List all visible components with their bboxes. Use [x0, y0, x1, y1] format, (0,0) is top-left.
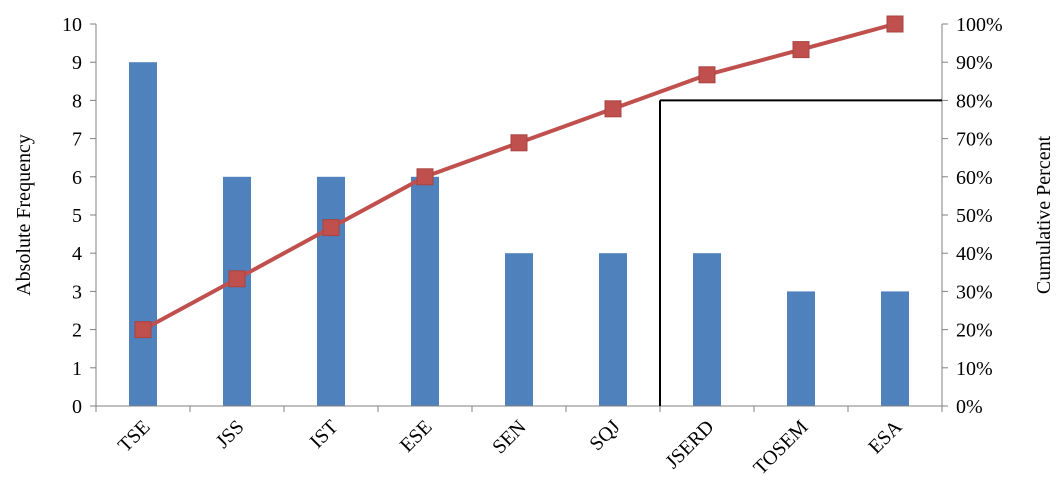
reference-line-80: [659, 99, 942, 406]
cumulative-line-series: [134, 15, 904, 339]
y-tick-label: 6: [72, 167, 82, 189]
y2-tick-label: 10%: [956, 358, 993, 380]
y-tick-label: 3: [72, 281, 82, 303]
y2-tick-label: 80%: [956, 90, 993, 112]
x-tick-label-jserd: JSERD: [661, 416, 718, 473]
bar-sqj: [599, 253, 627, 406]
y-tick-label: 1: [72, 358, 82, 380]
x-tick-label-tse: TSE: [114, 416, 155, 457]
bar-ese: [411, 176, 439, 406]
y-tick-label: 5: [72, 205, 82, 227]
cumulative-marker-ese: [416, 168, 434, 186]
x-tick-label-sen: SEN: [488, 416, 530, 458]
y2-tick-label: 100%: [956, 14, 1003, 36]
y-tick-label: 4: [72, 243, 82, 265]
y-tick-label: 9: [72, 52, 82, 74]
cumulative-marker-tse: [134, 321, 152, 339]
y-tick-label: 10: [62, 14, 82, 36]
y2-axis-title: Cumulative Percent: [1033, 135, 1055, 294]
y-tick-label: 2: [72, 320, 82, 342]
x-tick-label-tosem: TOSEM: [749, 416, 812, 479]
bar-jserd: [693, 253, 721, 406]
cumulative-marker-sen: [510, 134, 528, 152]
x-tick-label-sqj: SQJ: [585, 416, 624, 455]
y2-tick-label: 60%: [956, 167, 993, 189]
x-tick-label-jss: JSS: [212, 416, 249, 453]
cumulative-marker-sqj: [604, 100, 622, 118]
axes: [90, 23, 948, 412]
y2-tick-label: 40%: [956, 243, 993, 265]
y-tick-label: 7: [72, 129, 82, 151]
bar-sen: [505, 253, 533, 406]
bar-tse: [129, 62, 157, 406]
bar-esa: [881, 291, 909, 406]
y-axis-title: Absolute Frequency: [13, 134, 35, 296]
bar-jss: [223, 176, 251, 406]
y-tick-label: 8: [72, 90, 82, 112]
bar-ist: [317, 176, 345, 406]
x-tick-label-ist: IST: [306, 416, 343, 453]
x-tick-label-esa: ESA: [864, 416, 907, 459]
cumulative-marker-jserd: [698, 66, 716, 84]
tick-labels: 0123456789100%10%20%30%40%50%60%70%80%90…: [62, 14, 1003, 479]
bar-series: [129, 62, 909, 406]
y2-tick-label: 50%: [956, 205, 993, 227]
cumulative-marker-tosem: [792, 41, 810, 59]
cumulative-marker-ist: [322, 219, 340, 237]
bar-tosem: [787, 291, 815, 406]
y2-tick-label: 20%: [956, 320, 993, 342]
cumulative-marker-jss: [228, 270, 246, 288]
y-tick-label: 0: [72, 396, 82, 418]
cumulative-marker-esa: [886, 15, 904, 33]
y2-tick-label: 0%: [956, 396, 983, 418]
y2-tick-label: 90%: [956, 52, 993, 74]
x-tick-label-ese: ESE: [396, 416, 437, 457]
y2-tick-label: 30%: [956, 281, 993, 303]
y2-tick-label: 70%: [956, 129, 993, 151]
